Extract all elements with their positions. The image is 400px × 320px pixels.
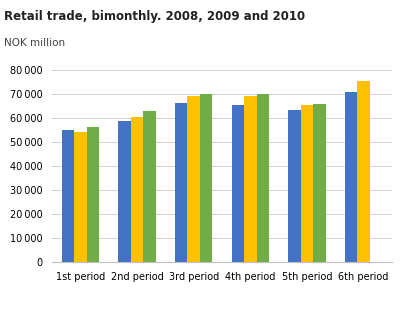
Bar [131,117,143,262]
Bar [232,105,244,262]
Bar [244,96,256,262]
Bar [74,132,86,262]
Bar [345,92,358,262]
Bar [200,94,212,262]
Bar [118,121,131,262]
Bar [175,103,188,262]
Text: Retail trade, bimonthly. 2008, 2009 and 2010: Retail trade, bimonthly. 2008, 2009 and … [4,10,305,23]
Bar [188,96,200,262]
Bar [256,94,269,262]
Bar [358,81,370,262]
Bar [313,104,326,262]
Bar [288,110,301,262]
Bar [62,130,74,262]
Bar [143,111,156,262]
Text: NOK million: NOK million [4,38,65,48]
Bar [301,105,313,262]
Bar [86,127,99,262]
